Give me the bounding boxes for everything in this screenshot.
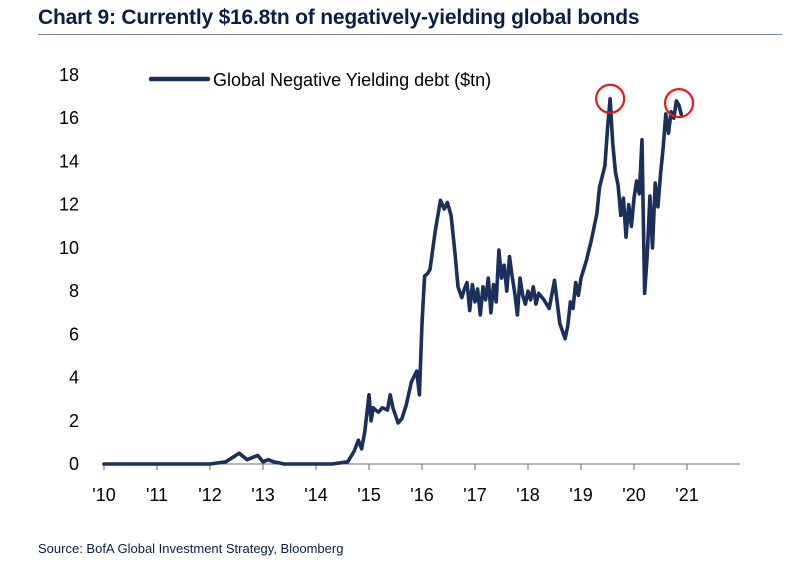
y-tick-label: 8 [69,281,79,301]
x-axis: '10 '11 '12 '13 '14 '15 '16 '17 '18 '19 '20 '21 [92,463,740,505]
x-tick-label: '11 [146,485,168,505]
y-tick-label: 4 [69,368,79,388]
x-tick-label: '19 [569,485,592,505]
y-tick-label: 10 [59,238,79,258]
y-tick-label: 16 [59,108,79,128]
x-tick-label: '10 [92,485,115,505]
x-tick-label: '12 [198,485,221,505]
source-note: Source: BofA Global Investment Strategy,… [38,541,344,556]
chart-title: Chart 9: Currently $16.8tn of negatively… [38,6,640,29]
x-tick-label: '14 [304,485,327,505]
y-tick-label: 14 [59,151,79,171]
highlight-circle [595,83,626,114]
y-tick-label: 2 [69,411,79,431]
x-tick-label: '17 [463,485,486,505]
x-tick-label: '20 [622,485,645,505]
x-tick-label: '15 [357,485,380,505]
series-line [102,97,684,466]
legend: Global Negative Yielding debt ($tn) [148,70,491,90]
title-divider [38,34,782,35]
y-tick-label: 6 [69,324,79,344]
x-tick-label: '18 [516,485,539,505]
y-tick-label: 0 [69,454,79,474]
highlight-circle [663,87,695,119]
y-tick-label: 12 [59,195,79,215]
x-tick-label: '13 [251,485,274,505]
x-tick-label: '16 [410,485,433,505]
y-axis: 0 2 4 6 8 10 12 14 16 18 [59,65,79,474]
line-chart: 0 2 4 6 8 10 12 14 16 18 '10 '11 '12 '13 '14 '15 '16 '17… [59,65,740,505]
series-layer [102,97,684,466]
y-tick-label: 18 [59,65,79,85]
legend-label: Global Negative Yielding debt ($tn) [213,70,491,90]
x-tick-label: '21 [675,485,698,505]
annotation-layer [595,83,695,119]
